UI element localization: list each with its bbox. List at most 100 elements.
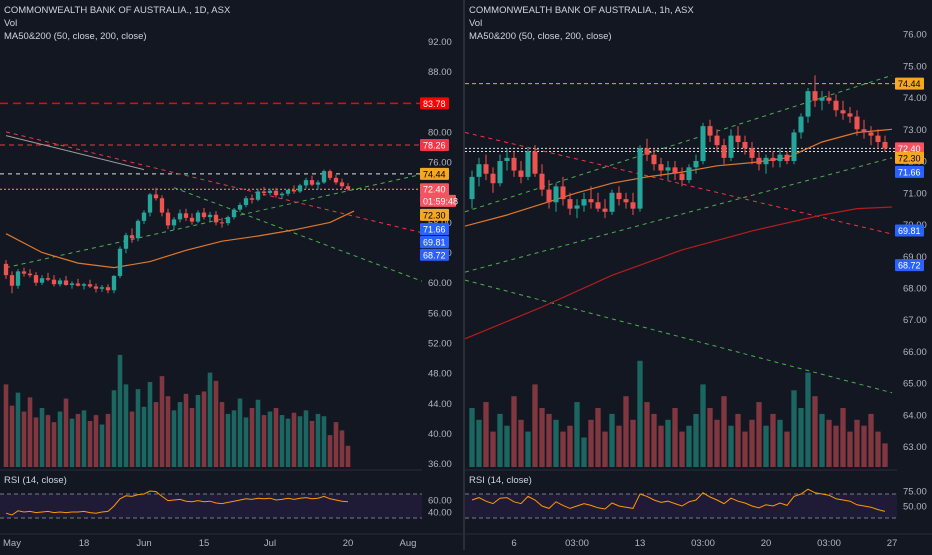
hourly-price-label[interactable]: 72.30: [895, 151, 924, 164]
hourly-candle: [714, 129, 720, 152]
hourly-candle: [749, 141, 755, 165]
daily-price-label[interactable]: 69.81: [420, 235, 449, 248]
daily-price-label-bg: [420, 235, 449, 248]
hourly-volume-bar: [840, 408, 846, 467]
hourly-trendline-2[interactable]: [464, 131, 893, 235]
daily-price-label[interactable]: 74.44: [420, 167, 449, 180]
hourly-candle: [805, 88, 811, 123]
daily-candle-body: [189, 217, 195, 222]
hourly-candle-body: [749, 148, 755, 158]
chart-pane-daily[interactable]: 92.0088.0080.0076.0068.0064.0060.0056.00…: [0, 0, 492, 550]
hourly-candle-body: [861, 129, 867, 133]
daily-candle-body: [87, 284, 93, 287]
daily-price-label-bg: [420, 97, 449, 110]
daily-candle: [339, 178, 345, 189]
daily-candle-body: [201, 212, 207, 218]
daily-price-label[interactable]: 78.26: [420, 139, 449, 152]
daily-candle: [225, 215, 231, 226]
hourly-trendline-1[interactable]: [464, 157, 893, 273]
daily-candle-body: [171, 219, 177, 226]
hourly-price-label[interactable]: 69.81: [895, 224, 924, 237]
daily-price-label-text: 69.81: [423, 237, 446, 247]
daily-price-label[interactable]: 83.78: [420, 97, 449, 110]
hourly-price-label[interactable]: 72.40: [895, 142, 924, 155]
hourly-volume-bar: [658, 425, 664, 467]
hourly-candle-body: [812, 91, 818, 101]
chart-pane-hourly[interactable]: 76.0075.0074.0073.0072.0071.0070.0069.00…: [464, 0, 932, 550]
daily-candle-body: [111, 275, 117, 291]
daily-trendline-2[interactable]: [5, 131, 427, 235]
hourly-candle: [609, 189, 615, 215]
hourly-rsi-tick: 75.00: [903, 487, 927, 498]
daily-volume-bar: [105, 413, 111, 467]
daily-candle-body: [255, 191, 261, 200]
hourly-candle: [539, 164, 545, 196]
daily-price-label[interactable]: 72.40: [420, 183, 449, 196]
hourly-volume-bar: [581, 437, 587, 467]
daily-candle: [273, 187, 279, 198]
hourly-volume-bar: [798, 408, 804, 467]
daily-time-tick: May: [3, 538, 21, 549]
daily-price-label[interactable]: 71.66: [420, 223, 449, 236]
pane-divider[interactable]: [463, 0, 465, 550]
daily-candle: [195, 210, 201, 224]
daily-candle-body: [69, 283, 75, 285]
daily-candle-body: [273, 190, 279, 196]
hourly-plot-bg: [465, 0, 897, 550]
hourly-candle-body: [602, 208, 608, 212]
daily-candle-body: [213, 214, 219, 223]
hourly-volume-bar: [861, 425, 867, 467]
daily-candle: [39, 275, 45, 285]
daily-price-label-bg: [420, 208, 449, 221]
hourly-candle: [497, 154, 503, 187]
daily-trendline-3[interactable]: [5, 135, 145, 171]
hourly-volume-bar: [483, 402, 489, 467]
daily-time-tick: 18: [79, 538, 90, 549]
hourly-candle: [581, 192, 587, 212]
hourly-volume-bar: [833, 425, 839, 467]
hourly-candle: [812, 75, 818, 108]
daily-volume-bar: [75, 413, 81, 467]
daily-price-axis[interactable]: [422, 0, 464, 550]
daily-candle-body: [153, 194, 159, 199]
daily-candle-body: [207, 214, 213, 218]
hourly-price-label[interactable]: 74.44: [895, 77, 924, 90]
daily-candle: [21, 267, 27, 277]
daily-volume-bar: [321, 416, 327, 467]
daily-volume-bar: [225, 413, 231, 467]
hourly-volume-bar: [644, 402, 650, 467]
daily-trendline-1[interactable]: [173, 187, 427, 284]
hourly-trendline-3[interactable]: [464, 279, 893, 394]
hourly-candle-body: [707, 126, 713, 136]
hourly-price-label-bg: [895, 224, 924, 237]
hourly-candle: [588, 186, 594, 209]
daily-volume-bar: [189, 408, 195, 467]
hourly-candle-body: [756, 157, 762, 165]
hourly-price-label[interactable]: 68.72: [895, 259, 924, 272]
daily-volume-bar: [201, 391, 207, 467]
hourly-price-label[interactable]: 71.66: [895, 165, 924, 178]
daily-chart-canvas[interactable]: 92.0088.0080.0076.0068.0064.0060.0056.00…: [0, 0, 492, 550]
daily-price-label[interactable]: 01:59:48: [420, 194, 458, 207]
daily-price-tick: 52.00: [428, 339, 452, 350]
hourly-price-axis[interactable]: [897, 0, 932, 550]
hourly-price-label-bg: [895, 142, 924, 155]
hourly-time-tick: 03:00: [691, 538, 715, 549]
hourly-candle-body: [735, 135, 741, 142]
daily-price-label[interactable]: 68.72: [420, 248, 449, 261]
hourly-trendline-0[interactable]: [464, 74, 893, 213]
hourly-chart-canvas[interactable]: 76.0075.0074.0073.0072.0071.0070.0069.00…: [464, 0, 932, 550]
daily-candle-body: [225, 217, 231, 224]
hourly-candle: [826, 91, 832, 104]
daily-candle: [51, 275, 57, 287]
hourly-candle-body: [693, 161, 699, 168]
daily-time-tick: 20: [343, 538, 354, 549]
hourly-time-tick: 13: [635, 538, 646, 549]
hourly-price-tick: 64.00: [903, 410, 927, 421]
daily-price-label[interactable]: 72.30: [420, 208, 449, 221]
hourly-candle-body: [742, 141, 748, 149]
daily-volume-bar: [273, 408, 279, 467]
daily-rsi-band: [0, 494, 422, 518]
daily-candle-body: [183, 213, 189, 218]
hourly-candle: [574, 199, 580, 219]
